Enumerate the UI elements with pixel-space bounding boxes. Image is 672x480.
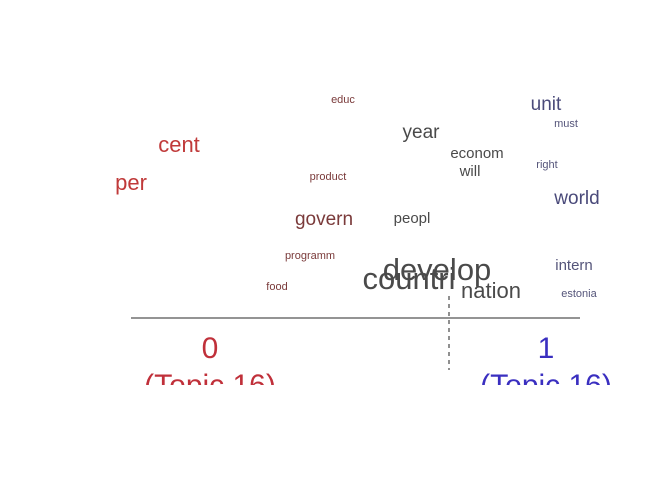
word-develop: develop (383, 252, 492, 287)
word-food: food (266, 281, 287, 293)
word-world: world (553, 188, 599, 209)
word-year: year (403, 122, 441, 143)
word-countri: countri (362, 261, 455, 296)
word-govern: govern (295, 209, 353, 230)
word-estonia: estonia (561, 288, 597, 300)
word-per: per (115, 170, 147, 195)
word-econom: econom (450, 145, 503, 162)
word-unit: unit (531, 94, 562, 115)
tick-number-1: 1 (538, 332, 555, 365)
word-will: will (459, 163, 481, 180)
tick-number-0: 0 (202, 332, 219, 365)
word-peopl: peopl (394, 210, 431, 227)
word-nation: nation (461, 278, 521, 303)
word-product: product (310, 171, 347, 183)
word-educ: educ (331, 94, 355, 106)
axis-tick-labels: 0 (Topic 16) 1 (Topic 16) (144, 332, 612, 402)
word-must: must (554, 118, 578, 130)
word-intern: intern (555, 257, 593, 274)
word-right: right (536, 159, 557, 171)
tick-label-0: (Topic 16) (144, 369, 276, 402)
word-programm: programm (285, 250, 335, 262)
word-cent: cent (158, 132, 200, 157)
tick-label-1: (Topic 16) (480, 369, 612, 402)
